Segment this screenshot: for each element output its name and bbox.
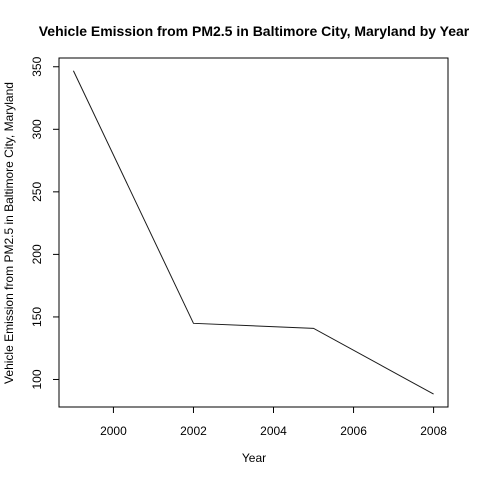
y-tick-label: 250 bbox=[30, 182, 44, 202]
x-tick-label: 2006 bbox=[340, 424, 367, 438]
y-tick-label: 100 bbox=[30, 369, 44, 389]
x-tick-label: 2000 bbox=[100, 424, 127, 438]
series-line bbox=[72, 70, 434, 395]
x-tick-label: 2004 bbox=[260, 424, 287, 438]
y-tick-label: 300 bbox=[30, 119, 44, 139]
chart-title: Vehicle Emission from PM2.5 in Baltimore… bbox=[39, 23, 470, 39]
y-tick-label: 150 bbox=[30, 307, 44, 327]
x-tick-label: 2008 bbox=[420, 424, 447, 438]
y-tick-label: 200 bbox=[30, 244, 44, 264]
x-axis: 2000 2002 2004 2006 2008 bbox=[100, 407, 447, 438]
y-axis: 100 150 200 250 300 350 bbox=[30, 56, 59, 389]
x-axis-label: Year bbox=[242, 451, 266, 465]
y-axis-label: Vehicle Emission from PM2.5 in Baltimore… bbox=[2, 82, 16, 384]
x-tick-label: 2002 bbox=[180, 424, 207, 438]
y-tick-label: 350 bbox=[30, 56, 44, 76]
plot-frame bbox=[58, 57, 449, 408]
